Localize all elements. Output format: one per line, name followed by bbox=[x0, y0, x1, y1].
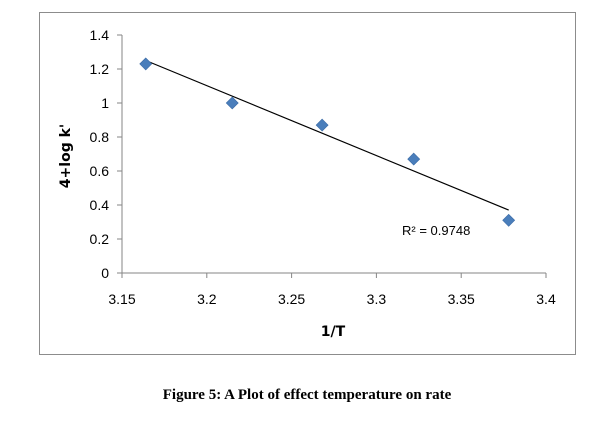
chart-frame bbox=[39, 12, 576, 355]
y-tick-label: 0.6 bbox=[90, 163, 110, 179]
y-tick-label: 0 bbox=[101, 265, 109, 281]
x-tick-label: 3.25 bbox=[278, 291, 305, 307]
figure-caption: Figure 5: A Plot of effect temperature o… bbox=[162, 387, 452, 403]
data-point-diamond bbox=[502, 213, 516, 227]
data-point-diamond bbox=[407, 152, 421, 166]
trendline-layer bbox=[145, 59, 509, 211]
y-tick-label: 1 bbox=[101, 95, 109, 111]
x-tick-label: 3.4 bbox=[536, 291, 556, 307]
data-points bbox=[139, 57, 516, 227]
y-tick-label: 0.8 bbox=[90, 129, 110, 145]
trendline bbox=[145, 59, 509, 211]
x-tick-label: 3.2 bbox=[197, 291, 217, 307]
r-squared-annotation: R² = 0.9748 bbox=[402, 223, 470, 238]
x-tick-label: 3.15 bbox=[108, 291, 135, 307]
y-tick-label: 1.4 bbox=[90, 27, 110, 43]
data-point-diamond bbox=[315, 118, 329, 132]
axes bbox=[117, 34, 547, 278]
y-tick-label: 0.4 bbox=[90, 197, 110, 213]
y-axis-title: 4+log k' bbox=[58, 124, 74, 188]
y-tick-label: 1.2 bbox=[90, 61, 110, 77]
x-tick-label: 3.35 bbox=[448, 291, 475, 307]
y-tick-label: 0.2 bbox=[90, 231, 110, 247]
data-point-diamond bbox=[225, 96, 239, 110]
tick-labels: 0 0.2 0.4 0.6 0.8 1 1.2 1.4 3.15 3.2 3.25 3.3 3.35 3.… bbox=[90, 27, 556, 307]
x-tick-label: 3.3 bbox=[367, 291, 387, 307]
x-axis-title: 1/T bbox=[321, 324, 346, 340]
data-point-diamond bbox=[139, 57, 153, 71]
